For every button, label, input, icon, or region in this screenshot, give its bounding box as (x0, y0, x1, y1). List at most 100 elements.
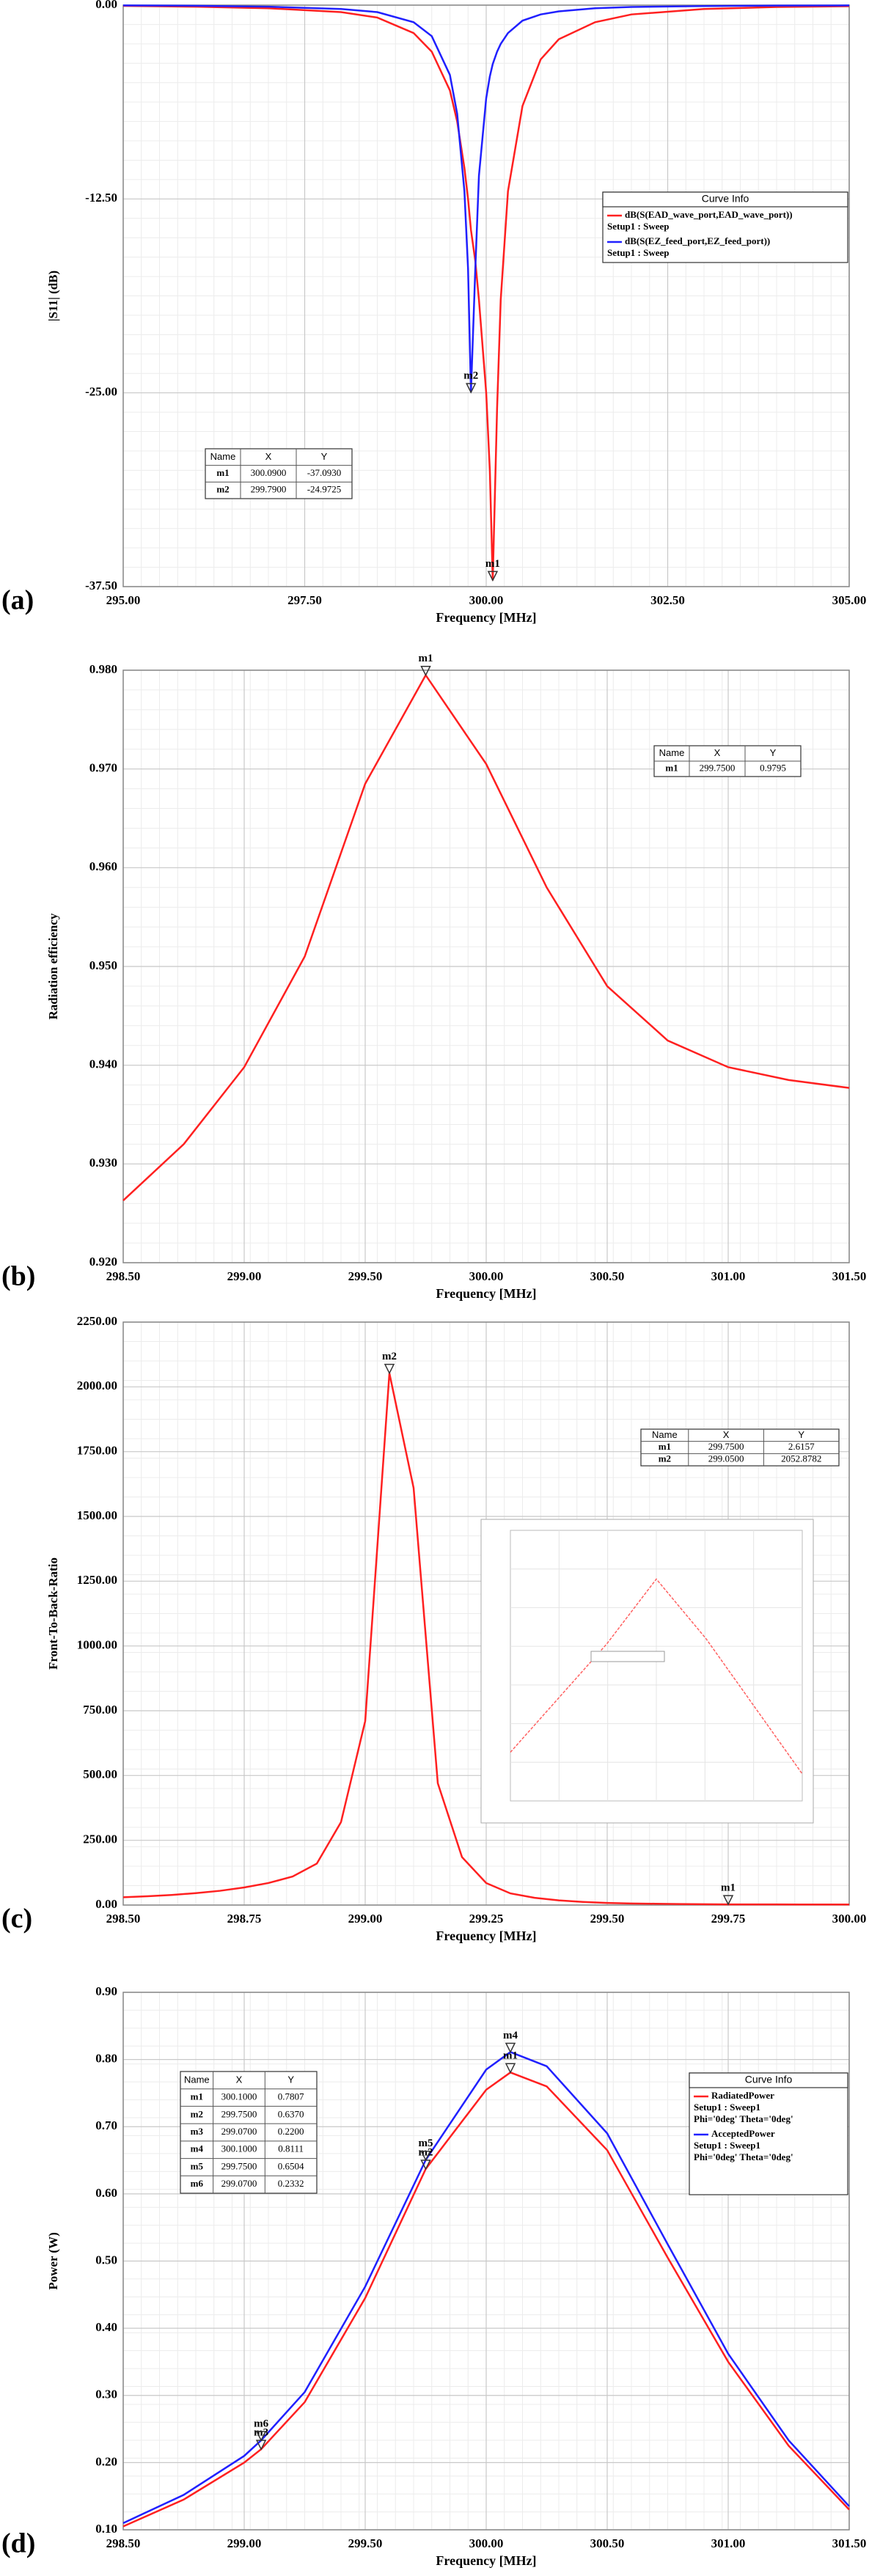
table-cell: 299.7500 (221, 2108, 257, 2119)
y-tick-label: 0.00 (95, 1897, 117, 1911)
table-cell: m1 (659, 1441, 671, 1452)
x-axis-label: Frequency [MHz] (436, 610, 536, 625)
series-line (122, 2071, 850, 2528)
table-cell: m1 (191, 2091, 203, 2102)
y-tick-label: 250.00 (83, 1832, 117, 1846)
table-cell: 0.6504 (278, 2160, 304, 2171)
y-tick-label: 0.930 (89, 1156, 117, 1170)
table-cell: m2 (191, 2108, 203, 2119)
legend-detail: Setup1 : Sweep1 (694, 2102, 760, 2113)
plot-frame (122, 4, 850, 587)
table-cell: 0.2200 (278, 2126, 304, 2137)
legend-title-bar (602, 191, 848, 208)
y-tick-label: 1750.00 (77, 1444, 117, 1458)
legend-detail: Phi='0deg' Theta='0deg' (694, 2113, 793, 2124)
inset-table (590, 1651, 665, 1662)
plot-frame (122, 1321, 850, 1906)
table-header: Y (321, 451, 328, 462)
y-tick-label: -25.00 (85, 385, 117, 399)
table-header: Name (184, 2074, 210, 2085)
marker-label: m2 (419, 2146, 433, 2158)
y-tick-label: -12.50 (85, 191, 117, 205)
legend-detail: Setup1 : Sweep1 (694, 2140, 760, 2151)
y-axis-label: Front-To-Back-Ratio (46, 1557, 60, 1670)
x-axis-label: Frequency [MHz] (436, 1286, 536, 1301)
x-tick-label: 299.50 (348, 2536, 383, 2550)
legend-box (689, 2072, 848, 2195)
legend-title: Curve Info (745, 2074, 793, 2085)
table-cell: 0.7807 (278, 2091, 304, 2102)
marker (722, 1895, 734, 1906)
x-tick-label: 301.00 (711, 1269, 746, 1283)
marker-label: m3 (254, 2426, 268, 2438)
x-tick-label: 301.50 (832, 1269, 867, 1283)
table-cell: m2 (659, 1453, 671, 1464)
y-tick-label: 0.80 (95, 2052, 117, 2066)
table-cell: m1 (216, 467, 229, 478)
table-cell: 300.1000 (221, 2143, 257, 2154)
panel-label: (b) (1, 1261, 35, 1292)
x-axis-label: Frequency [MHz] (436, 2553, 536, 2568)
x-tick-label: 300.00 (469, 593, 504, 607)
y-tick-label: 0.30 (95, 2388, 117, 2401)
marker-table (205, 448, 353, 499)
y-tick-label: 0.940 (89, 1057, 117, 1071)
y-tick-label: 0.960 (89, 859, 117, 873)
x-tick-label: 298.50 (106, 2536, 141, 2550)
legend-entry: RadiatedPower (711, 2090, 774, 2101)
panel-label: (a) (1, 585, 34, 616)
x-tick-label: 301.50 (832, 2536, 867, 2550)
table-cell: m4 (191, 2143, 204, 2154)
x-tick-label: 299.00 (227, 2536, 262, 2550)
series-line (122, 4, 850, 393)
legend-title: Curve Info (702, 193, 749, 205)
x-tick-label: 295.00 (106, 593, 141, 607)
y-tick-label: 0.70 (95, 2118, 117, 2132)
x-tick-label: 299.00 (227, 1269, 262, 1283)
legend-title-bar (689, 2072, 848, 2088)
x-tick-label: 300.00 (469, 2536, 504, 2550)
marker (487, 570, 499, 582)
table-cell: 299.7500 (221, 2160, 257, 2171)
table-header: X (265, 451, 272, 462)
table-cell: 299.0700 (221, 2126, 257, 2137)
table-header: Name (659, 747, 685, 758)
table-cell: 299.7500 (708, 1441, 744, 1452)
marker-label: m1 (485, 558, 500, 570)
marker (505, 2042, 516, 2054)
y-tick-label: 1500.00 (77, 1508, 117, 1522)
y-tick-label: 750.00 (83, 1703, 117, 1717)
x-tick-label: 299.50 (590, 1912, 625, 1926)
marker-table (180, 2071, 318, 2194)
legend-detail: Setup1 : Sweep (607, 221, 670, 232)
table-cell: -37.0930 (307, 467, 342, 478)
y-tick-label: 0.920 (89, 1255, 117, 1269)
inset-line (510, 1578, 803, 1775)
y-tick-label: 0.970 (89, 761, 117, 775)
legend-detail: Setup1 : Sweep (607, 247, 670, 258)
table-cell: 0.2332 (278, 2178, 304, 2189)
table-cell: m1 (665, 762, 678, 773)
y-tick-label: 0.10 (95, 2522, 117, 2536)
inset-plot (480, 1519, 814, 1824)
series-line (122, 673, 850, 1202)
x-tick-label: 305.00 (832, 593, 867, 607)
plot-frame (122, 1992, 850, 2531)
y-axis-label: |S11| (dB) (46, 271, 60, 321)
x-tick-label: 298.75 (227, 1912, 262, 1926)
x-tick-label: 300.50 (590, 2536, 625, 2550)
y-tick-label: 500.00 (83, 1767, 117, 1781)
x-tick-label: 300.50 (590, 1269, 625, 1283)
legend-entry: dB(S(EAD_wave_port,EAD_wave_port)) (625, 209, 793, 220)
x-tick-label: 298.50 (106, 1912, 141, 1926)
x-tick-label: 298.50 (106, 1269, 141, 1283)
x-axis-label: Frequency [MHz] (436, 1929, 536, 1943)
marker-label: m1 (503, 2050, 518, 2062)
marker (465, 383, 477, 394)
table-header: Name (210, 451, 236, 462)
table-cell: 299.7500 (700, 762, 736, 773)
x-tick-label: 301.00 (711, 2536, 746, 2550)
marker-label: m5 (419, 2138, 433, 2149)
y-tick-label: 0.950 (89, 958, 117, 972)
marker (384, 1363, 395, 1375)
